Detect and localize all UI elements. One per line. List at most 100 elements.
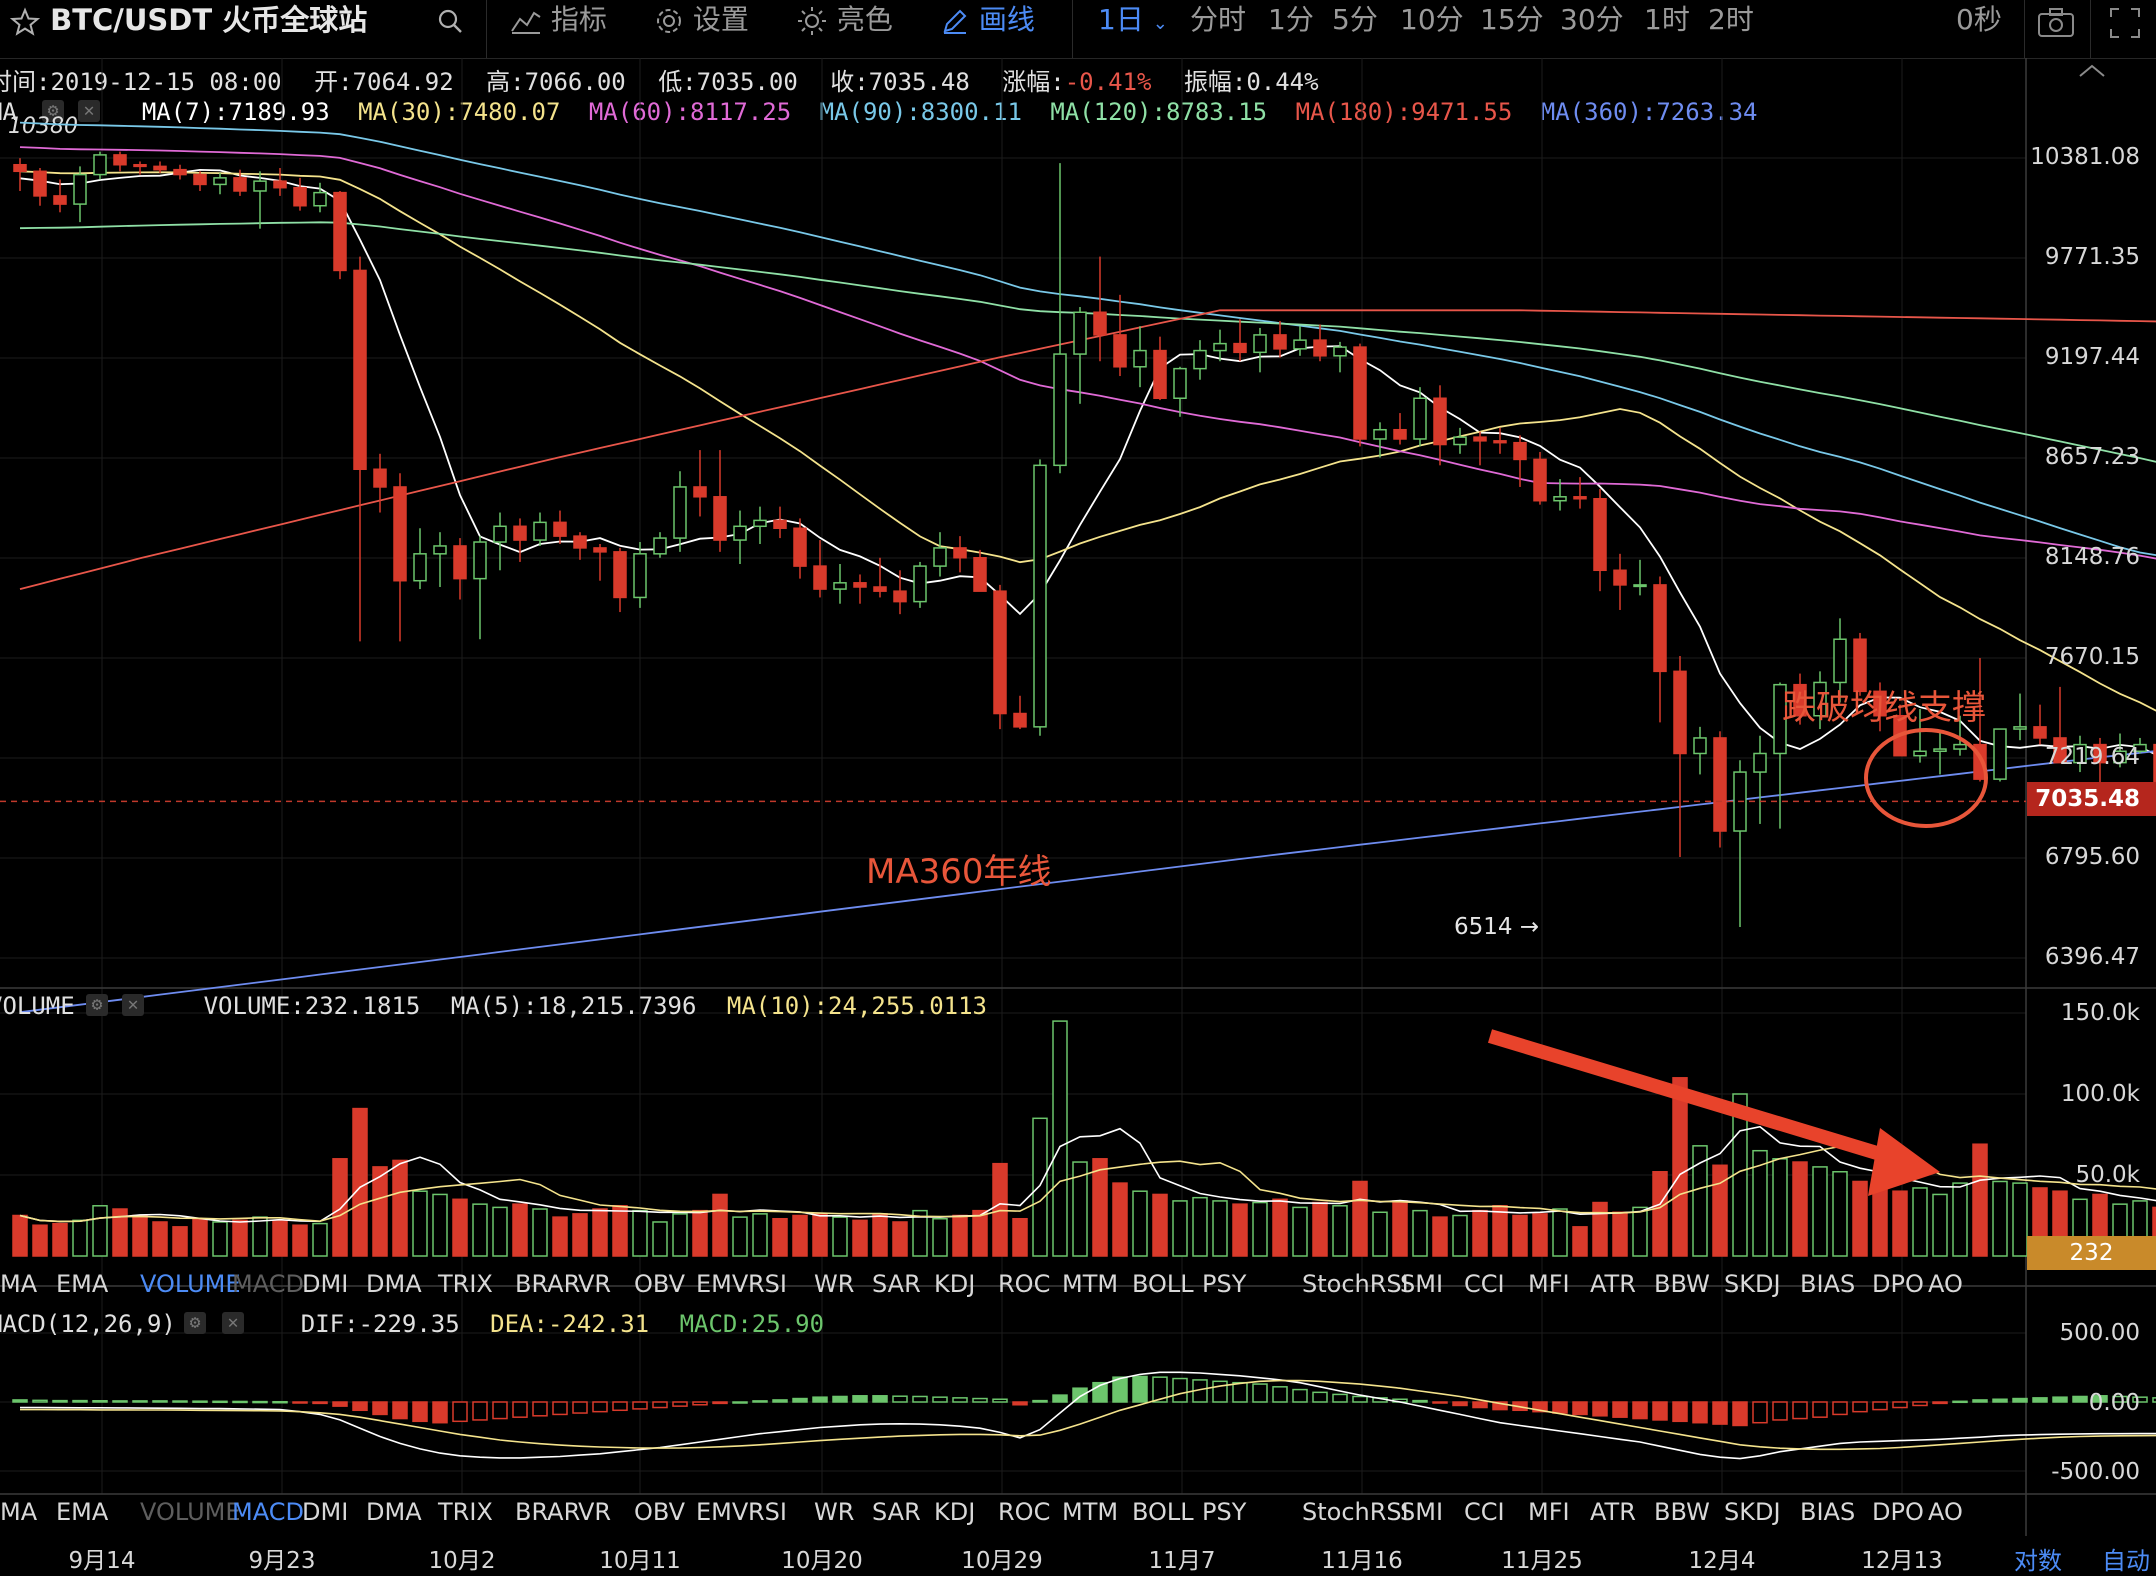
settings-button[interactable]: 设置 [654, 0, 749, 58]
indicator-tab-kdj[interactable]: KDJ [934, 1270, 976, 1298]
indicator-tab-rsi[interactable]: RSI [748, 1270, 787, 1298]
volume-bar [632, 1209, 648, 1257]
indicator-tab-volume[interactable]: VOLUME [140, 1498, 241, 1526]
indicator-tab-smi[interactable]: SMI [1400, 1498, 1444, 1526]
date-tick: 12月13 [1861, 1548, 1943, 1574]
indicator-tab-stochrsi[interactable]: StochRSI [1302, 1270, 1409, 1298]
timeframe-tick[interactable]: 分时 [1190, 3, 1247, 36]
volume-bar [1972, 1143, 1988, 1257]
star-icon[interactable] [9, 3, 41, 37]
timeframe-15m[interactable]: 15分 [1480, 3, 1544, 36]
indicator-tab-dmi[interactable]: DMI [302, 1270, 349, 1298]
kline-chart[interactable] [0, 58, 2156, 1536]
candle-body [1073, 311, 1087, 355]
indicator-tab-trix[interactable]: TRIX [438, 1498, 493, 1526]
settings-icon[interactable]: ⚙ [184, 1312, 206, 1334]
candle-body [653, 537, 667, 555]
indicator-tab-brar[interactable]: BRAR [515, 1498, 581, 1526]
volume-bar [1192, 1196, 1208, 1257]
fullscreen-icon[interactable] [2108, 2, 2142, 60]
top-toolbar: BTC/USDT 火币全球站 指标 设置 亮色 画线 1日 ⌄ 分时 1分 5分… [0, 0, 2156, 59]
indicators-button[interactable]: 指标 [510, 0, 607, 58]
close-icon[interactable]: ✕ [222, 1312, 244, 1334]
indicator-tab-psy[interactable]: PSY [1202, 1498, 1247, 1526]
ma7-line [19, 168, 2156, 756]
indicator-tab-ao[interactable]: AO [1928, 1270, 1963, 1298]
indicator-tab-bbw[interactable]: BBW [1654, 1498, 1710, 1526]
camera-icon[interactable] [2036, 2, 2076, 60]
indicator-tab-atr[interactable]: ATR [1590, 1498, 1636, 1526]
macd-histogram-bar [1732, 1401, 1748, 1427]
indicator-tab-skdj[interactable]: SKDJ [1724, 1498, 1781, 1526]
timeframe-10m[interactable]: 10分 [1400, 3, 1464, 36]
indicator-tab-ao[interactable]: AO [1928, 1498, 1963, 1526]
indicator-tab-kdj[interactable]: KDJ [934, 1498, 976, 1526]
indicator-tab-boll[interactable]: BOLL [1132, 1498, 1194, 1526]
indicator-tab-atr[interactable]: ATR [1590, 1270, 1636, 1298]
indicator-tab-brar[interactable]: BRAR [515, 1270, 581, 1298]
timeframe-30m[interactable]: 30分 [1560, 3, 1624, 36]
draw-button[interactable]: 画线 [940, 0, 1035, 58]
indicator-tab-trix[interactable]: TRIX [438, 1270, 493, 1298]
indicator-tab-bbw[interactable]: BBW [1654, 1270, 1710, 1298]
indicator-tab-macd[interactable]: MACD [232, 1270, 304, 1298]
indicator-tab-dma[interactable]: DMA [366, 1270, 422, 1298]
indicator-tab-emv[interactable]: EMV [696, 1270, 749, 1298]
timeframe-2h[interactable]: 2时 [1708, 3, 1754, 36]
indicator-tab-ma[interactable]: MA [0, 1270, 38, 1298]
settings-icon[interactable]: ⚙ [86, 994, 108, 1016]
timeframe-1m[interactable]: 1分 [1268, 3, 1314, 36]
theme-toggle[interactable]: 亮色 [796, 0, 893, 58]
indicator-tab-roc[interactable]: ROC [998, 1498, 1051, 1526]
indicator-tab-obv[interactable]: OBV [634, 1270, 686, 1298]
indicator-tab-skdj[interactable]: SKDJ [1724, 1270, 1781, 1298]
indicator-tab-bias[interactable]: BIAS [1800, 1270, 1856, 1298]
indicator-tab-stochrsi[interactable]: StochRSI [1302, 1498, 1409, 1526]
indicator-tab-mtm[interactable]: MTM [1062, 1498, 1119, 1526]
last-volume: 232 [2069, 1240, 2114, 1266]
timeframe-1d[interactable]: 1日 ⌄ [1098, 0, 1168, 44]
indicator-tab-obv[interactable]: OBV [634, 1498, 686, 1526]
symbol-selector[interactable]: BTC/USDT 火币全球站 [9, 0, 367, 58]
indicator-tab-sar[interactable]: SAR [872, 1270, 921, 1298]
indicator-tab-dpo[interactable]: DPO [1872, 1498, 1924, 1526]
close-icon[interactable]: ✕ [122, 994, 144, 1016]
indicator-tab-bias[interactable]: BIAS [1800, 1498, 1856, 1526]
indicator-tab-emv[interactable]: EMV [696, 1498, 749, 1526]
indicator-tab-dpo[interactable]: DPO [1872, 1270, 1924, 1298]
indicator-tab-dmi[interactable]: DMI [302, 1498, 349, 1526]
indicator-tab-wr[interactable]: WR [814, 1498, 855, 1526]
indicator-tab-mfi[interactable]: MFI [1528, 1270, 1570, 1298]
macd-histogram-bar [152, 1400, 168, 1403]
indicator-tab-rsi[interactable]: RSI [748, 1498, 787, 1526]
macd-histogram-bar [352, 1401, 368, 1412]
indicator-tab-cci[interactable]: CCI [1464, 1270, 1505, 1298]
indicator-tab-vr[interactable]: VR [578, 1498, 612, 1526]
indicator-tab-mfi[interactable]: MFI [1528, 1498, 1570, 1526]
search-icon[interactable] [436, 0, 464, 58]
macd-histogram-bar [1612, 1401, 1628, 1418]
indicator-tab-macd[interactable]: MACD [232, 1498, 304, 1526]
indicator-tab-ema[interactable]: EMA [56, 1270, 109, 1298]
indicator-tab-wr[interactable]: WR [814, 1270, 855, 1298]
volume-bar [1852, 1180, 1868, 1257]
indicator-tab-dma[interactable]: DMA [366, 1498, 422, 1526]
log-scale-toggle[interactable]: 对数 [2014, 1547, 2062, 1575]
indicator-tab-mtm[interactable]: MTM [1062, 1270, 1119, 1298]
indicator-tab-psy[interactable]: PSY [1202, 1270, 1247, 1298]
close-icon[interactable]: ✕ [78, 100, 100, 122]
indicator-tab-ma[interactable]: MA [0, 1498, 38, 1526]
settings-icon[interactable]: ⚙ [42, 100, 64, 122]
timeframe-1h[interactable]: 1时 [1644, 3, 1690, 36]
auto-scale-toggle[interactable]: 自动 [2102, 1547, 2150, 1575]
indicator-tab-volume[interactable]: VOLUME [140, 1270, 241, 1298]
indicator-tab-ema[interactable]: EMA [56, 1498, 109, 1526]
indicator-tab-vr[interactable]: VR [578, 1270, 612, 1298]
timeframe-5m[interactable]: 5分 [1332, 3, 1378, 36]
indicator-tab-smi[interactable]: SMI [1400, 1270, 1444, 1298]
indicator-tab-roc[interactable]: ROC [998, 1270, 1051, 1298]
indicator-tab-cci[interactable]: CCI [1464, 1498, 1505, 1526]
indicator-tab-sar[interactable]: SAR [872, 1498, 921, 1526]
indicator-tab-boll[interactable]: BOLL [1132, 1270, 1194, 1298]
volume-bar [412, 1190, 428, 1257]
